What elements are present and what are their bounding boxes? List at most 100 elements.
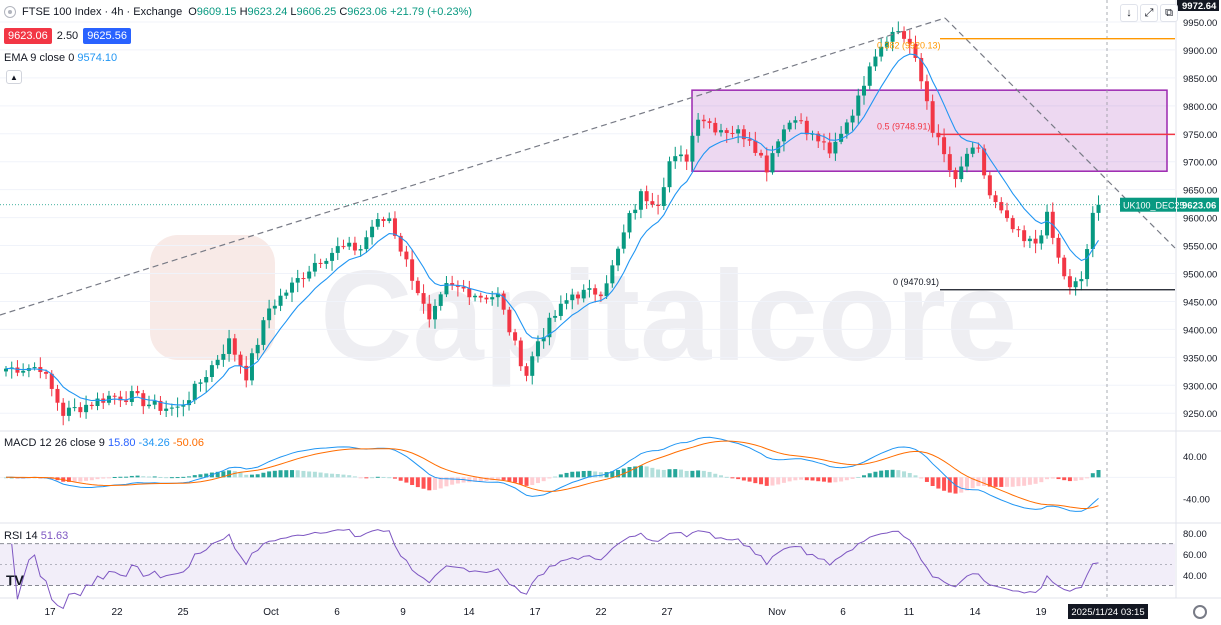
candle-body (1079, 279, 1084, 282)
candle-body (1016, 229, 1021, 231)
candle-body (461, 286, 466, 289)
macd-hist-bar (678, 469, 683, 478)
macd-hist-bar (987, 477, 992, 487)
macd-hist-bar (347, 475, 352, 478)
gear-icon[interactable] (1193, 605, 1207, 619)
candle-body (776, 141, 781, 154)
macd-hist-bar (1056, 477, 1061, 480)
macd-hist-bar (707, 471, 712, 478)
candle-body (198, 382, 203, 384)
candle-body (387, 218, 392, 222)
candle-body (147, 404, 151, 407)
macd-hist-bar (198, 474, 203, 478)
candle-body (999, 202, 1004, 211)
candle-body (942, 137, 947, 155)
macd-hist-bar (398, 477, 403, 481)
buy-button[interactable]: 9625.56 (83, 28, 131, 44)
macd-hist-bar (844, 477, 849, 481)
macd-hist-bar (604, 472, 609, 478)
candle-body (467, 288, 472, 298)
macd-legend[interactable]: MACD 12 26 close 9 15.80 -34.26 -50.06 (4, 437, 204, 449)
macd-hist-bar (816, 477, 821, 482)
rsi-value: 51.63 (40, 530, 69, 542)
macd-hist-bar (598, 472, 603, 478)
macd-hist-bar (541, 477, 546, 482)
candle-body (335, 246, 340, 253)
macd-hist-bar (433, 477, 437, 490)
macd-hist-bar (244, 474, 249, 478)
time-tick-label: 22 (595, 607, 607, 618)
time-axis-layer: 17 22 25 Oct 6 9 14 17 22 27 Nov 6 11 14 19 2025/11/24 … (44, 604, 1148, 619)
candle-body (907, 38, 912, 44)
macd-hist-bar (781, 477, 786, 483)
macd-hist-bar (890, 469, 895, 478)
macd-hist-bar (1005, 477, 1009, 487)
candle-body (227, 338, 232, 354)
macd-hist-bar (741, 477, 746, 481)
fullscreen-icon[interactable]: ⧉ (1160, 4, 1178, 22)
time-tick-label: Oct (263, 607, 279, 618)
macd-hist-bar (907, 472, 912, 478)
candle-body (684, 154, 689, 162)
macd-hist-bar (238, 472, 243, 478)
candle-body (181, 405, 186, 407)
macd-signal-value: -34.26 (138, 437, 170, 449)
spread-value: 2.50 (56, 30, 79, 42)
collapse-legend-button[interactable]: ▲ (6, 70, 22, 84)
macd-hist-bar (810, 477, 815, 481)
macd-hist-bar (78, 477, 83, 482)
macd-hist-bar (684, 470, 689, 478)
tradingview-logo-icon[interactable]: TV (6, 572, 24, 588)
ema-legend[interactable]: EMA 9 close 0 9574.10 (4, 52, 117, 64)
macd-hist-bar (1085, 477, 1090, 479)
candle-body (713, 122, 718, 133)
candle-body (44, 372, 49, 374)
candle-body (341, 246, 346, 248)
candle-body (433, 305, 437, 320)
candle-body (1027, 238, 1032, 242)
macd-hist-bar (833, 477, 838, 483)
candle-body (993, 195, 998, 203)
candle-body (598, 294, 603, 297)
symbol-logo-icon (4, 6, 16, 18)
ohlc-values: O9609.15 H9623.24 L9606.25 C9623.06 +21.… (188, 6, 472, 18)
rsi-line (11, 528, 1099, 610)
candle-body (913, 43, 918, 58)
candle-body (318, 262, 323, 264)
price-tick-label: 9800.00 (1183, 102, 1217, 113)
sell-button[interactable]: 9623.06 (4, 28, 52, 44)
expand-icon[interactable]: ⤢ (1140, 4, 1158, 22)
candle-body (129, 391, 134, 402)
candle-body (804, 120, 809, 135)
time-tick-label: 27 (661, 607, 673, 618)
macd-hist-bar (112, 476, 117, 478)
macd-hist-bar (301, 470, 306, 478)
macd-hist-bar (696, 470, 701, 478)
symbol-title[interactable]: FTSE 100 Index · 4h · Exchange (22, 6, 183, 18)
time-tick-label: 17 (529, 607, 541, 618)
macd-hist-bar (638, 465, 643, 478)
macd-signal-line (6, 440, 1099, 509)
candle-body (381, 219, 386, 222)
candle-body (902, 31, 907, 39)
candle-body (364, 237, 369, 250)
candle-body (856, 95, 861, 116)
candle-body (473, 295, 478, 298)
candle-body (564, 300, 569, 304)
macd-hist-bar (827, 477, 832, 483)
candle-body (438, 294, 443, 306)
macd-hist-bar (753, 477, 758, 484)
rsi-legend[interactable]: RSI 14 51.63 (4, 530, 68, 542)
macd-hist-bar (501, 477, 506, 480)
macd-hist-bar (175, 477, 180, 479)
candle-body (501, 293, 506, 310)
price-tick-label: 9500.00 (1183, 269, 1217, 280)
ohlc-value: 9623.06 (347, 6, 391, 18)
ohlc-value: 9623.24 (247, 6, 291, 18)
arrow-down-icon[interactable]: ↓ (1120, 4, 1138, 22)
macd-hist-bar (513, 477, 518, 483)
macd-hist-bar (701, 470, 706, 478)
top-price-tag (1177, 0, 1219, 11)
macd-hist-bar (736, 477, 741, 480)
price-tick-label: 9900.00 (1183, 46, 1217, 57)
